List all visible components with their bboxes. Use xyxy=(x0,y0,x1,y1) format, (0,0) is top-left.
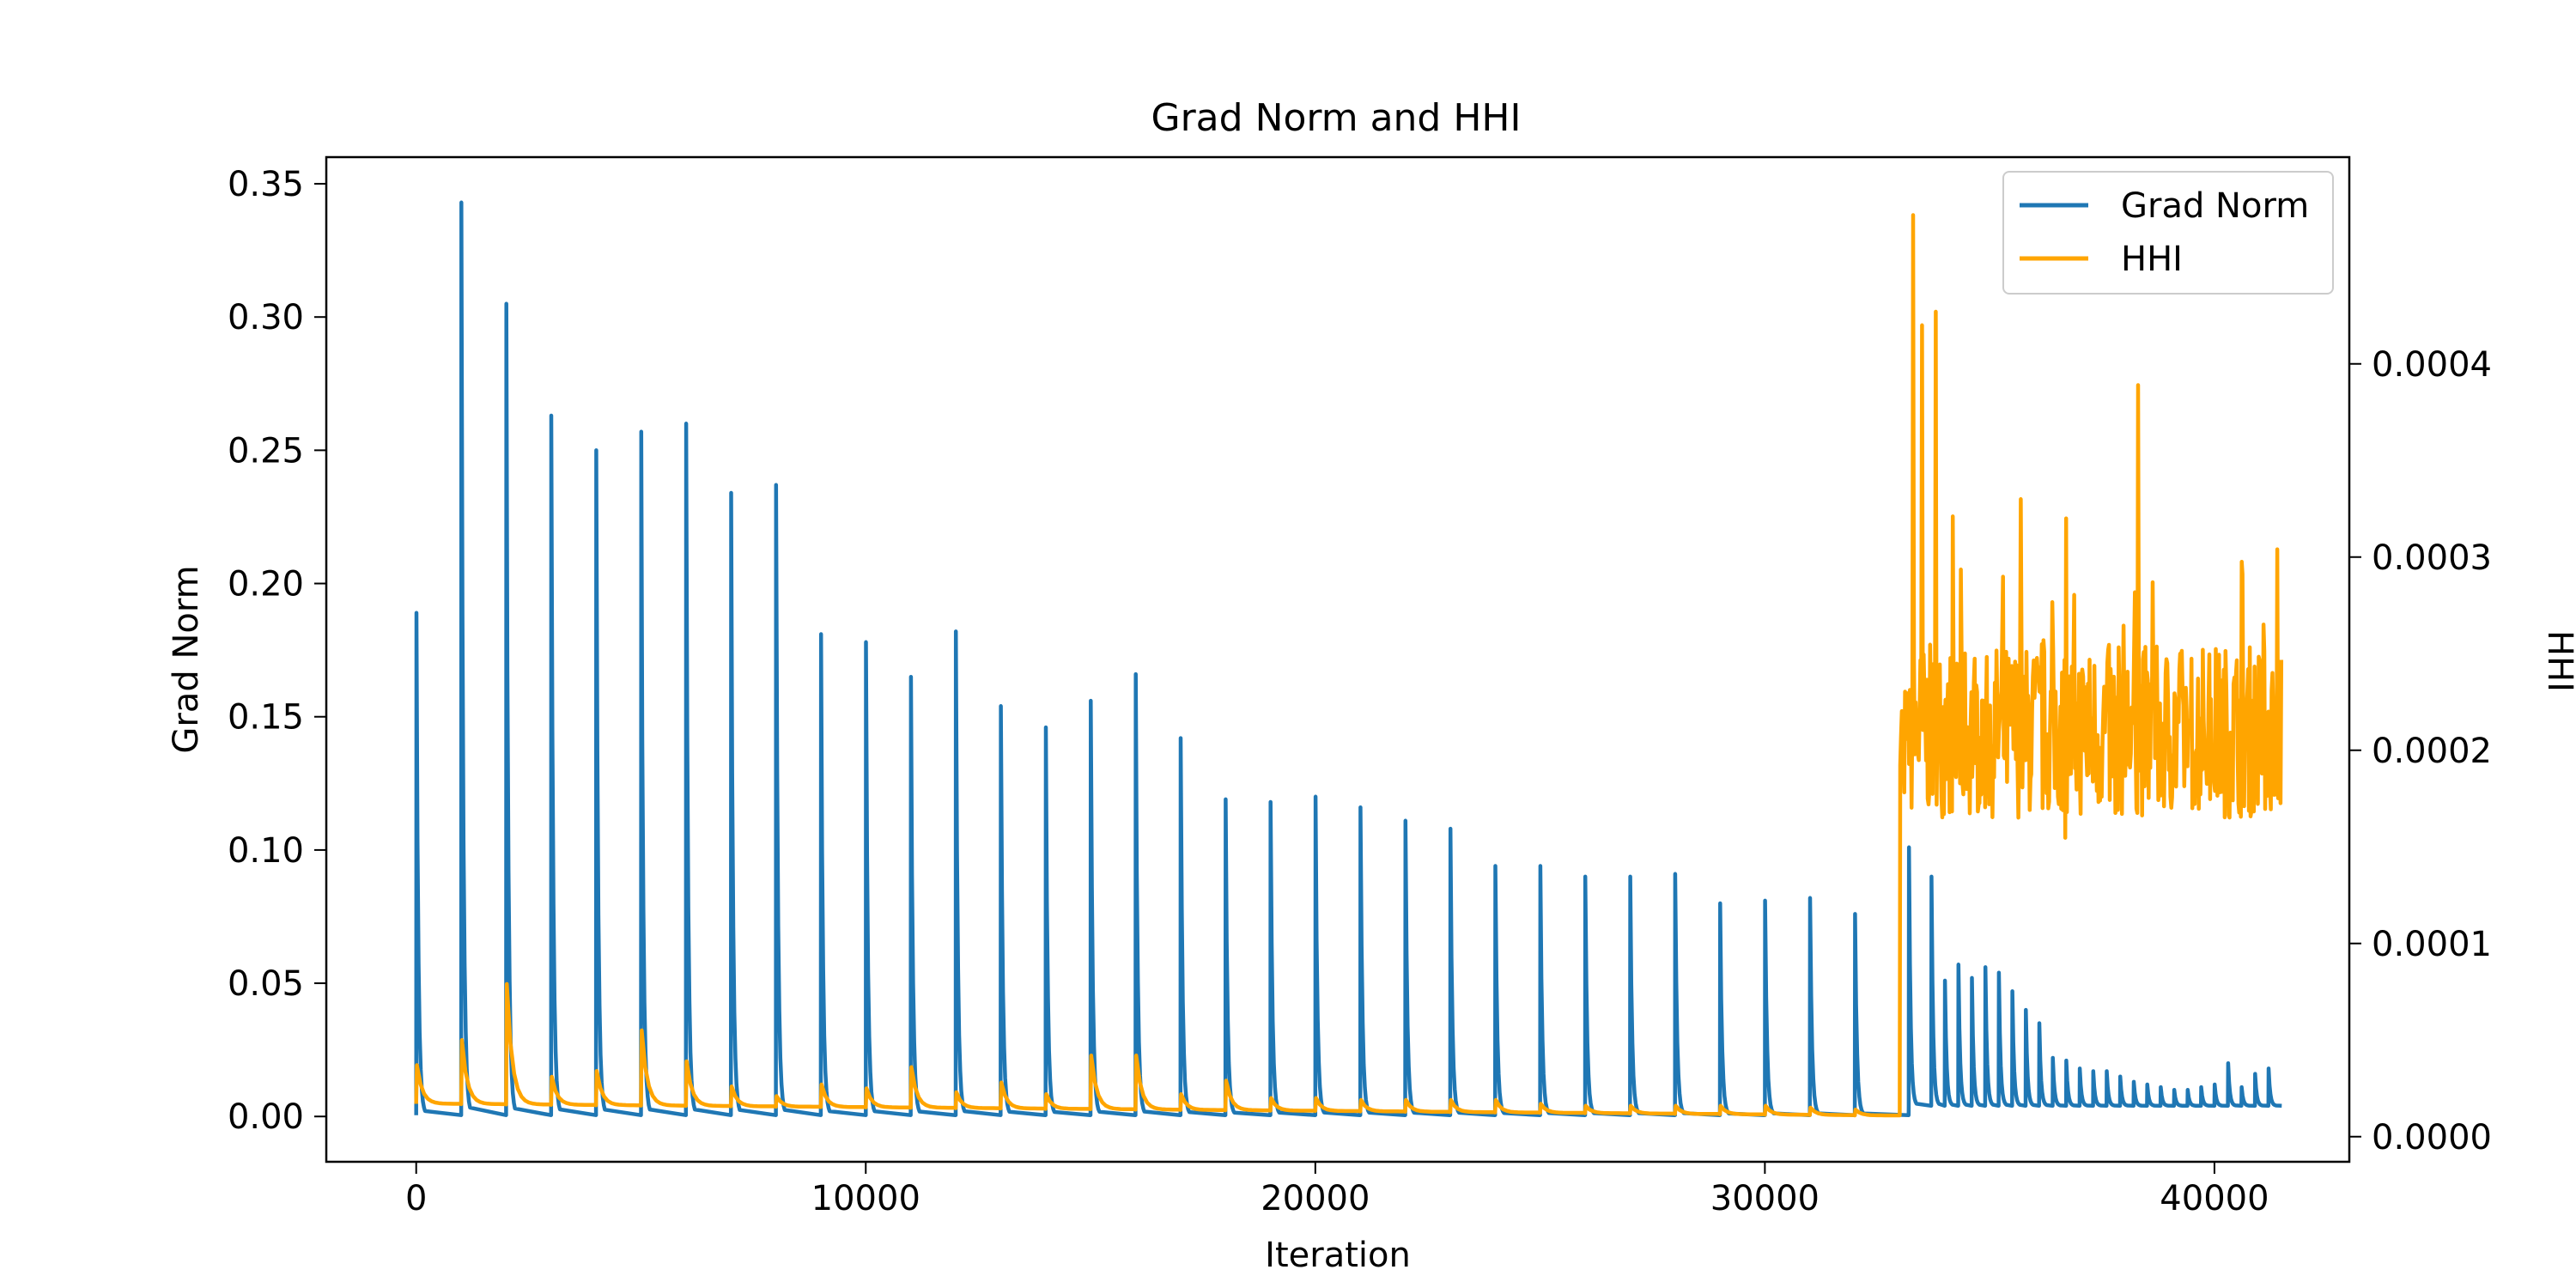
right-y-axis: 0.0000 0.0001 0.0002 0.0003 0.0004 xyxy=(2349,345,2492,1157)
y-tick-label: 0.15 xyxy=(228,698,304,738)
y-tick-label: 0.25 xyxy=(228,431,304,471)
legend-label-grad-norm: Grad Norm xyxy=(2121,186,2309,226)
x-tick-label: 30000 xyxy=(1710,1179,1820,1218)
y2-tick-label: 0.0001 xyxy=(2372,925,2492,964)
x-axis-label: Iteration xyxy=(1265,1236,1411,1275)
x-tick-label: 0 xyxy=(405,1179,427,1218)
x-tick-label: 10000 xyxy=(811,1179,920,1218)
legend: Grad Norm HHI xyxy=(2002,171,2334,295)
y2-tick-label: 0.0003 xyxy=(2372,538,2492,578)
y-axis-label: Grad Norm xyxy=(167,565,206,753)
y-tick-label: 0.20 xyxy=(228,565,304,605)
legend-label-hhi: HHI xyxy=(2121,240,2183,279)
chart-title: Grad Norm and HHI xyxy=(1151,96,1522,140)
y-tick-label: 0.35 xyxy=(228,165,304,204)
y-tick-label: 0.30 xyxy=(228,298,304,337)
x-axis: 0 10000 20000 30000 40000 xyxy=(405,1162,2269,1218)
plot-frame xyxy=(325,155,2351,1163)
y-tick-label: 0.05 xyxy=(228,964,304,1004)
y-tick-label: 0.00 xyxy=(228,1097,304,1137)
y2-axis-label: HHI xyxy=(2540,630,2576,692)
legend-box xyxy=(2002,171,2334,295)
x-tick-label: 40000 xyxy=(2160,1179,2269,1218)
x-tick-label: 20000 xyxy=(1261,1179,1370,1218)
hhi-line xyxy=(414,213,2284,1118)
y-tick-label: 0.10 xyxy=(228,831,304,871)
y2-tick-label: 0.0002 xyxy=(2372,732,2492,771)
y2-tick-label: 0.0000 xyxy=(2372,1118,2492,1157)
hhi-line-group xyxy=(414,213,2284,1118)
left-y-axis: 0.00 0.05 0.10 0.15 0.20 0.25 0.30 0.35 xyxy=(228,165,326,1137)
y2-tick-label: 0.0004 xyxy=(2372,345,2492,385)
